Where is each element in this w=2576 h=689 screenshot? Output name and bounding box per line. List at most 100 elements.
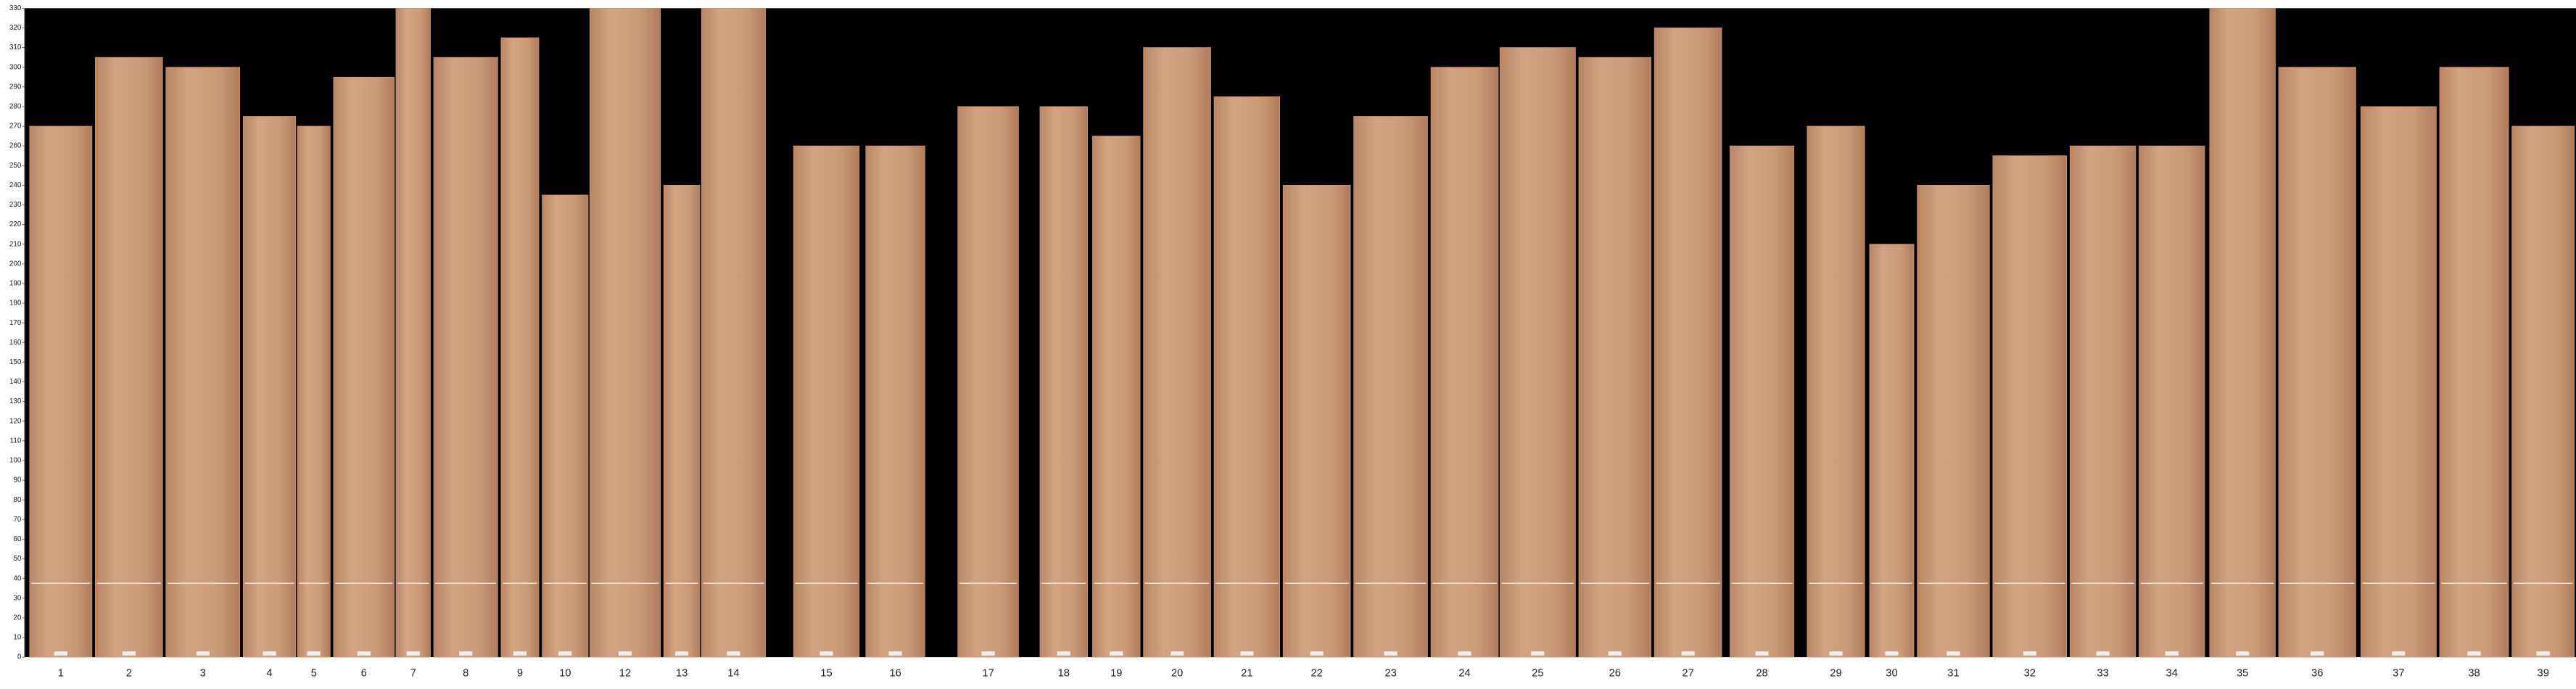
- board: [957, 106, 1019, 658]
- board: [395, 7, 431, 658]
- x-tick-label: 4: [266, 668, 272, 680]
- board-tag: [459, 651, 473, 656]
- board: [1213, 96, 1281, 658]
- y-tick-label: 310: [9, 44, 22, 51]
- board: [165, 67, 241, 658]
- board: [242, 116, 297, 658]
- x-tick-label: 24: [1458, 668, 1470, 680]
- board: [2278, 67, 2356, 658]
- board: [2209, 7, 2276, 658]
- board: [1654, 28, 1722, 658]
- y-tick-label: 70: [13, 516, 22, 524]
- board-tag: [1531, 651, 1545, 656]
- board-tag: [1608, 651, 1622, 656]
- y-tick-label: 270: [9, 123, 22, 131]
- board: [589, 7, 661, 658]
- board-tag: [2467, 651, 2481, 656]
- x-tick-label: 33: [2097, 668, 2108, 680]
- board-tag: [122, 651, 136, 656]
- y-tick-label: 250: [9, 162, 22, 170]
- y-tick-label: 320: [9, 24, 22, 32]
- board-tag: [513, 651, 527, 656]
- board-tag: [618, 651, 632, 656]
- x-tick-label: 23: [1384, 668, 1396, 680]
- x-tick-label: 6: [361, 668, 367, 680]
- board: [865, 145, 925, 658]
- y-tick-label: 200: [9, 260, 22, 268]
- board: [1730, 145, 1795, 658]
- y-tick-label: 110: [10, 437, 22, 445]
- board: [1992, 155, 2068, 658]
- y-tick-label: 20: [13, 614, 22, 622]
- y-tick-label: 140: [9, 378, 22, 386]
- y-tick-label: 50: [13, 555, 22, 563]
- board-tag: [2536, 651, 2550, 656]
- board: [297, 125, 331, 658]
- y-tick-label: 100: [9, 457, 22, 465]
- board-tag: [2096, 651, 2110, 656]
- board: [1039, 106, 1088, 658]
- x-tick-label: 35: [2237, 668, 2248, 680]
- x-tick-label: 12: [619, 668, 631, 680]
- x-tick-label: 27: [1682, 668, 1693, 680]
- x-tick-label: 22: [1310, 668, 1322, 680]
- board: [1430, 67, 1499, 658]
- x-tick-label: 13: [676, 668, 688, 680]
- board-tag: [1829, 651, 1843, 656]
- board-tag: [1458, 651, 1471, 656]
- board: [701, 7, 766, 658]
- board-tag: [406, 651, 420, 656]
- y-tick-label: 210: [9, 240, 22, 248]
- x-tick-label: 39: [2538, 668, 2549, 680]
- board: [663, 185, 701, 658]
- board-tag: [820, 651, 833, 656]
- y-tick-label: 40: [13, 574, 22, 582]
- board-tag: [263, 651, 276, 656]
- board-tag: [1384, 651, 1398, 656]
- board-tag: [2023, 651, 2036, 656]
- board-tag: [196, 651, 210, 656]
- x-tick-label: 26: [1609, 668, 1621, 680]
- x-tick-label: 21: [1241, 668, 1252, 680]
- x-tick-label: 2: [126, 668, 132, 680]
- board: [1353, 116, 1428, 658]
- y-tick-label: 0: [17, 653, 22, 661]
- board-tag: [2392, 651, 2406, 656]
- board: [1869, 244, 1915, 658]
- y-tick-label: 170: [9, 319, 22, 327]
- board-tag: [2311, 651, 2324, 656]
- x-tick-label: 25: [1532, 668, 1543, 680]
- board: [2069, 145, 2137, 658]
- x-tick-label: 29: [1830, 668, 1841, 680]
- x-tick-label: 34: [2166, 668, 2178, 680]
- y-tick-label: 280: [9, 103, 22, 111]
- board: [2439, 67, 2509, 658]
- x-tick-label: 8: [463, 668, 468, 680]
- y-tick-label: 10: [13, 634, 22, 642]
- x-tick-label: 5: [311, 668, 317, 680]
- board: [1578, 57, 1651, 658]
- board-tag: [1240, 651, 1254, 656]
- board-tag: [1310, 651, 1324, 656]
- board-tag: [307, 651, 321, 656]
- board-tag: [1755, 651, 1769, 656]
- board-tag: [2165, 651, 2179, 656]
- y-tick-label: 90: [13, 476, 22, 484]
- y-tick-label: 260: [9, 142, 22, 150]
- board: [333, 76, 395, 658]
- x-tick-label: 18: [1058, 668, 1070, 680]
- x-tick-label: 20: [1171, 668, 1183, 680]
- board: [29, 125, 93, 658]
- x-tick-label: 9: [517, 668, 523, 680]
- board-tag: [727, 651, 740, 656]
- board: [1282, 185, 1351, 658]
- board-tag: [1110, 651, 1123, 656]
- y-tick-label: 160: [9, 339, 22, 347]
- y-tick-label: 300: [9, 63, 22, 71]
- board: [1143, 47, 1211, 658]
- x-tick-label: 7: [410, 668, 416, 680]
- y-tick-label: 120: [9, 417, 22, 425]
- x-tick-label: 31: [1947, 668, 1959, 680]
- x-tick-label: 1: [58, 668, 64, 680]
